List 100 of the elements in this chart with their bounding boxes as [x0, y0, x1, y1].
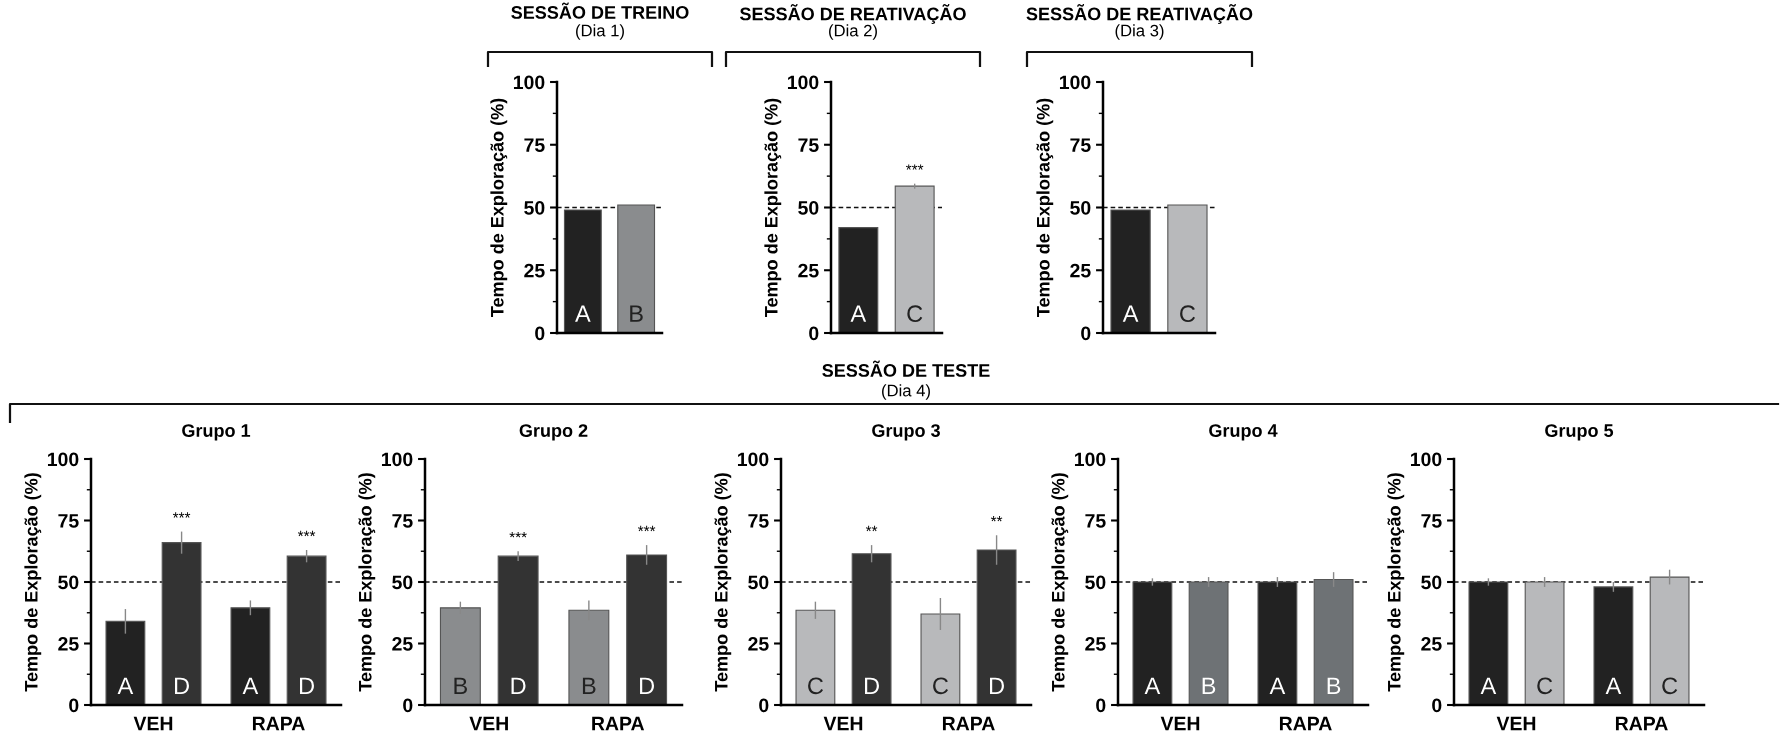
y-tick-label: 75	[798, 138, 819, 152]
text: B	[1327, 677, 1341, 694]
series-label: A	[575, 305, 591, 322]
y-axis-title: Tempo de Exploração (%)	[490, 98, 508, 317]
y-axis-title: Tempo de Exploração (%)	[764, 98, 782, 317]
y-tick-label: 0	[1081, 326, 1091, 341]
chart-title: SESSÃO DE REATIVAÇÃO	[1026, 4, 1253, 24]
y-tick-label: 50	[798, 200, 819, 215]
y-axis-title: Tempo de Exploração (%)	[358, 473, 376, 692]
y-tick-label: 25	[1421, 636, 1442, 651]
x-tick-label: VEH	[133, 716, 173, 731]
x-tick-label: VEH	[469, 716, 508, 731]
series-label: D	[175, 677, 189, 694]
text: SESSÃO DE TESTE	[822, 360, 990, 377]
chart-title: Grupo 1	[182, 424, 251, 441]
y-tick-label: 100	[1410, 452, 1442, 467]
y-tick-label: 50	[392, 575, 413, 590]
series-label: A	[117, 677, 134, 694]
text: D	[640, 677, 655, 694]
y-tick-label: 75	[524, 138, 545, 152]
y-tick-label: 0	[69, 698, 79, 713]
series-label: D	[511, 677, 526, 694]
text: B	[582, 677, 596, 694]
y-tick-label: 25	[392, 636, 413, 651]
data-label: **	[865, 525, 878, 532]
x-tick-label: VEH	[1160, 716, 1200, 731]
series-label: C	[808, 677, 824, 695]
data-label: ***	[905, 164, 924, 170]
y-tick-label: 100	[47, 452, 79, 467]
y-tick-label: 100	[787, 75, 819, 90]
series-label: C	[1180, 305, 1196, 323]
y-tick-label: 50	[748, 575, 769, 590]
data-label: ***	[637, 525, 656, 532]
text: A	[1605, 677, 1622, 694]
x-tick-label: RAPA	[1615, 716, 1668, 731]
series-label: C	[907, 305, 923, 323]
y-tick-label: 100	[737, 452, 769, 467]
series-label: D	[865, 677, 879, 694]
x-tick-label: RAPA	[942, 716, 995, 731]
y-tick-label: 25	[524, 263, 545, 278]
y-tick-label: 50	[1070, 200, 1091, 215]
y-tick-label: 75	[58, 514, 79, 528]
y-tick-label: 75	[748, 514, 769, 528]
y-tick-label: 0	[1432, 698, 1442, 713]
data-label: ***	[509, 532, 527, 538]
y-axis-title: Tempo de Exploração (%)	[1036, 98, 1054, 317]
text: D	[990, 677, 1004, 694]
x-tick-label: RAPA	[1279, 716, 1332, 731]
y-tick-label: 50	[1085, 575, 1106, 590]
y-tick-label: 25	[1070, 263, 1091, 278]
y-tick-label: 0	[403, 698, 413, 713]
series-label: B	[1202, 677, 1216, 694]
y-tick-label: 0	[1096, 698, 1106, 713]
y-tick-label: 75	[1085, 514, 1106, 528]
y-tick-label: 0	[809, 326, 819, 341]
y-tick-label: 25	[748, 636, 769, 651]
y-tick-label: 25	[798, 263, 819, 278]
x-tick-label: VEH	[1496, 716, 1536, 731]
chart-title: Grupo 4	[1209, 424, 1278, 441]
series-label: A	[1144, 677, 1161, 694]
y-tick-label: 0	[759, 698, 769, 713]
y-axis-title: Tempo de Exploração (%)	[1387, 473, 1405, 692]
y-tick-label: 25	[58, 636, 79, 651]
y-axis-title: Tempo de Exploração (%)	[714, 473, 732, 692]
x-tick-label: VEH	[823, 716, 863, 731]
y-tick-label: 75	[392, 514, 413, 528]
data-label: ***	[172, 512, 191, 518]
chart-title: Grupo 3	[872, 424, 940, 441]
chart-title: Grupo 2	[519, 424, 588, 441]
data-label: ***	[297, 530, 316, 537]
text: A	[1269, 677, 1286, 694]
chart-title: SESSÃO DE TREINO	[511, 2, 689, 19]
y-tick-label: 75	[1421, 514, 1442, 528]
series-label: C	[1537, 677, 1553, 695]
chart-subtitle: (Dia 2)	[829, 24, 877, 40]
text: C	[933, 677, 949, 695]
y-tick-label: 50	[1421, 575, 1442, 590]
y-tick-label: 100	[381, 452, 413, 467]
series-label: A	[1122, 305, 1139, 322]
chart-title: SESSÃO DE REATIVAÇÃO	[739, 4, 966, 24]
y-tick-label: 0	[535, 326, 545, 341]
y-tick-label: 50	[58, 575, 79, 590]
chart-subtitle: (Dia 1)	[576, 24, 624, 40]
series-label: B	[630, 305, 643, 322]
y-axis-title: Tempo de Exploração (%)	[24, 473, 42, 692]
series-label: A	[1480, 677, 1497, 694]
y-tick-label: 50	[524, 200, 545, 215]
series-label: B	[454, 677, 467, 694]
chart-subtitle: (Dia 3)	[1115, 24, 1164, 40]
y-tick-label: 25	[1085, 636, 1106, 651]
series-label: A	[850, 305, 867, 322]
y-tick-label: 100	[1074, 452, 1106, 467]
data-label: **	[990, 516, 1003, 522]
text: C	[1662, 677, 1678, 695]
text: D	[300, 677, 314, 694]
y-axis-title: Tempo de Exploração (%)	[1051, 473, 1069, 692]
text: (Dia 4)	[882, 384, 930, 400]
text: A	[242, 677, 259, 694]
y-tick-label: 100	[513, 75, 545, 90]
chart-title: Grupo 5	[1545, 424, 1614, 441]
